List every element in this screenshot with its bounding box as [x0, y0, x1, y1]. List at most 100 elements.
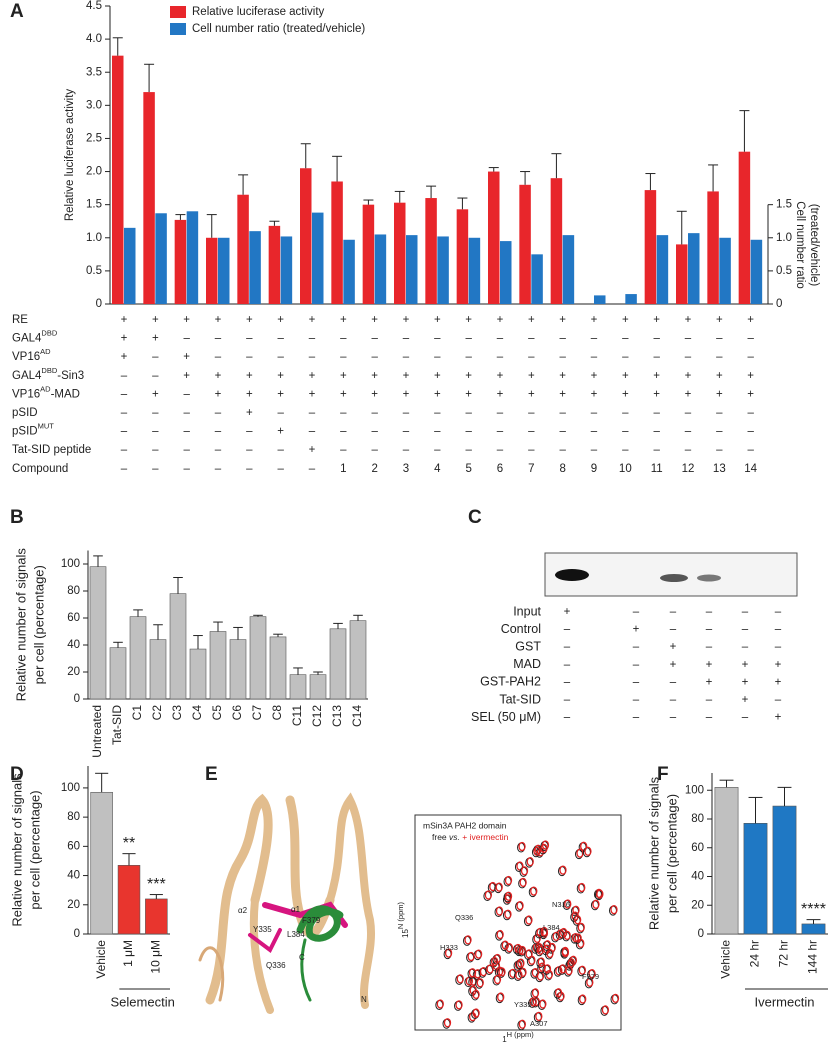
x-tick-label: C3	[170, 705, 184, 721]
table-cell: –	[591, 426, 598, 438]
table-cell: +	[528, 388, 535, 400]
x-tick-label: C6	[230, 705, 244, 721]
nmr-peak	[531, 988, 540, 998]
table-cell: –	[152, 444, 159, 456]
table-cell: –	[497, 407, 504, 419]
table-cell: –	[775, 624, 782, 636]
table-cell: –	[528, 444, 535, 456]
table-cell: –	[277, 444, 284, 456]
nmr-peak	[559, 865, 567, 875]
table-cell: –	[670, 606, 677, 618]
table-cell: –	[559, 333, 566, 345]
nmr-peak	[520, 866, 529, 876]
table-cell: +	[497, 370, 504, 382]
table-cell: –	[246, 463, 253, 475]
row-label: GST-PAH2	[480, 675, 541, 689]
row-label: VP16AD-MAD	[12, 385, 80, 401]
nmr-peak	[515, 970, 523, 980]
table-cell: –	[716, 351, 723, 363]
nmr-peak	[564, 899, 572, 909]
nmr-legend-part: vs.	[449, 832, 460, 842]
table-cell: –	[622, 351, 629, 363]
table-cell: –	[403, 444, 410, 456]
residue-label: α1	[291, 905, 301, 914]
nmr-peak	[533, 846, 541, 856]
table-cell: –	[716, 444, 723, 456]
nmr-peak	[554, 988, 563, 998]
bar	[269, 636, 287, 700]
error-bar	[748, 796, 763, 824]
nmr-peak	[579, 994, 587, 1004]
panel-label: B	[10, 507, 24, 528]
table-cell: –	[371, 333, 378, 345]
table-cell: +	[277, 370, 284, 382]
row-label: Control	[501, 622, 541, 636]
table-cell: –	[633, 694, 640, 706]
table-cell: –	[670, 624, 677, 636]
nmr-peak	[540, 843, 548, 854]
bar	[468, 237, 481, 304]
table-cell: –	[215, 351, 222, 363]
error-bar	[426, 185, 437, 199]
y2-axis-label: Cell number ratio	[794, 201, 806, 289]
table-cell: –	[591, 351, 598, 363]
nmr-peak	[484, 890, 493, 900]
bar	[268, 225, 281, 304]
table-cell: –	[340, 333, 347, 345]
table-cell: +	[716, 388, 723, 400]
row-label-part: AD	[40, 385, 51, 394]
table-cell: +	[622, 388, 629, 400]
peak-label: N316	[552, 900, 570, 909]
bar	[343, 239, 355, 304]
table-cell: +	[653, 314, 660, 326]
row-label-part: pSID	[12, 426, 38, 438]
y-axis-label: Relative number of signals	[9, 773, 24, 927]
table-cell: –	[497, 351, 504, 363]
y-tick-label: 100	[61, 558, 80, 570]
y-tick-label: 0	[96, 298, 102, 310]
y-tick-label: 0.5	[776, 265, 792, 277]
table-cell: +	[747, 388, 754, 400]
nmr-peak	[526, 857, 534, 867]
nmr-peak	[540, 926, 548, 937]
table-cell: –	[633, 606, 640, 618]
table-cell: +	[340, 388, 347, 400]
residue-label: C	[299, 953, 305, 962]
error-bar	[153, 624, 163, 640]
table-cell: –	[152, 351, 159, 363]
y-tick-label: 40	[67, 639, 80, 651]
table-cell: –	[215, 407, 222, 419]
table-cell: –	[152, 426, 159, 438]
table-cell: –	[152, 463, 159, 475]
table-cell: –	[246, 351, 253, 363]
y-tick-label: 40	[67, 870, 80, 882]
nmr-peak	[529, 997, 537, 1007]
table-cell: +	[309, 370, 316, 382]
nmr-peak	[586, 977, 594, 988]
row-label-part: RE	[12, 314, 28, 326]
nmr-peak	[525, 949, 533, 959]
nmr-peak	[518, 945, 527, 956]
y-axis-label: Relative luciferase activity	[64, 89, 76, 222]
bar	[500, 241, 512, 304]
error-bar	[273, 633, 283, 637]
nmr-peak	[610, 904, 618, 915]
table-cell: +	[371, 388, 378, 400]
error-bar	[332, 155, 343, 182]
y-tick-label: 0	[698, 928, 704, 940]
table-cell: +	[742, 659, 749, 671]
table-cell: –	[742, 641, 749, 653]
table-cell: –	[685, 351, 692, 363]
row-label-part: GAL4	[12, 370, 42, 382]
legend-swatch	[170, 23, 186, 35]
error-bar	[238, 174, 249, 195]
table-cell: –	[465, 444, 472, 456]
table-cell: +	[183, 351, 190, 363]
nmr-peak	[495, 906, 504, 916]
table-cell: –	[403, 333, 410, 345]
y-tick-label: 0	[776, 298, 782, 310]
table-cell: –	[371, 426, 378, 438]
nmr-peak	[592, 899, 600, 909]
table-cell: –	[747, 407, 754, 419]
nmr-peak	[504, 891, 513, 901]
